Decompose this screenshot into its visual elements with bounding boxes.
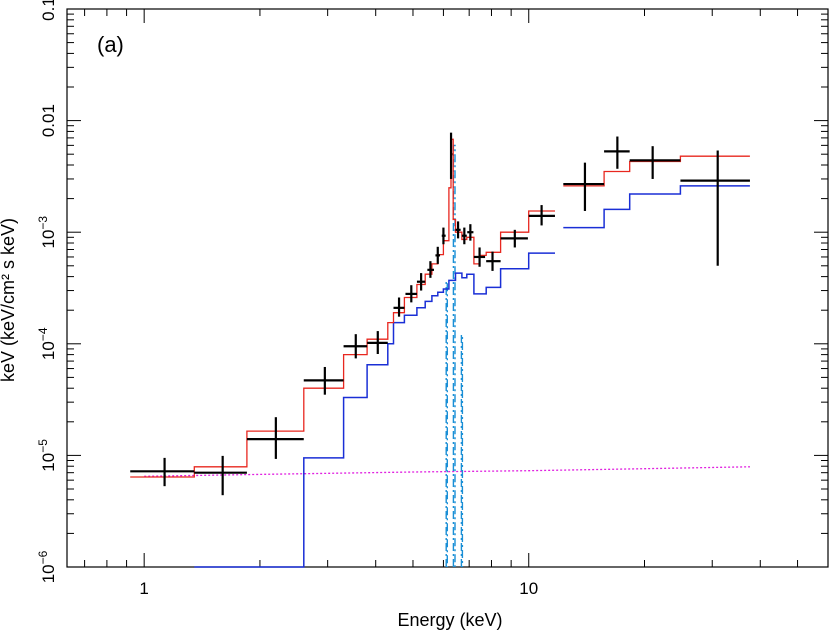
- data-point: [427, 261, 434, 278]
- x-tick-label: 1: [139, 579, 148, 598]
- data-point: [130, 457, 195, 487]
- y-tick-label: 10−5: [36, 439, 58, 472]
- data-point: [405, 285, 417, 303]
- iron-line: [452, 144, 456, 567]
- data-point: [563, 162, 605, 211]
- data-point: [246, 417, 304, 459]
- data-points-layer: [130, 132, 750, 496]
- y-tick-label: 10−4: [36, 327, 58, 360]
- y-tick-label: 10−3: [36, 216, 58, 249]
- background-line: [144, 466, 750, 477]
- iron-line: [445, 281, 448, 567]
- data-point: [441, 227, 446, 245]
- data-point: [455, 221, 461, 239]
- data-point: [416, 273, 426, 291]
- data-point: [467, 224, 474, 241]
- y-axis-title: keV (keV/cm² s keV): [0, 218, 18, 382]
- data-point: [449, 132, 453, 179]
- y-tick-label: 10−6: [36, 550, 58, 583]
- data-point: [194, 455, 247, 496]
- data-point: [343, 334, 368, 359]
- data-point: [435, 246, 441, 264]
- continuum-layer: [194, 185, 750, 568]
- iron-lines-layer: [445, 144, 464, 567]
- iron-line: [460, 334, 464, 567]
- continuum-line: [194, 185, 750, 568]
- y-tick-label: 0.1: [39, 0, 58, 21]
- y-tick-label: 0.01: [39, 104, 58, 137]
- data-point: [367, 331, 388, 355]
- x-tick-label: 10: [519, 579, 538, 598]
- data-point: [303, 366, 344, 395]
- data-point: [528, 205, 555, 226]
- data-point: [461, 227, 467, 245]
- total-model-line: [130, 138, 750, 478]
- axis-ticks: [67, 8, 829, 568]
- x-axis-title: Energy (keV): [397, 610, 502, 630]
- data-point: [680, 150, 750, 266]
- data-point: [473, 247, 486, 267]
- data-point: [629, 146, 681, 179]
- data-point: [500, 229, 528, 248]
- data-point: [393, 297, 405, 317]
- data-point: [486, 251, 501, 271]
- tick-labels: 1 10 0.1 0.01 10−3 10−4 10−5 10−6: [36, 0, 538, 598]
- data-point: [604, 136, 630, 169]
- total-model-layer: [130, 138, 750, 478]
- panel-label: (a): [97, 32, 124, 57]
- background-layer: [144, 466, 750, 477]
